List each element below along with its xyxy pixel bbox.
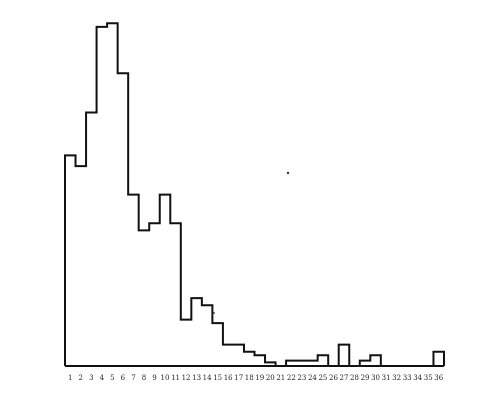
tick-label-36: 36 (434, 374, 443, 382)
bar-6 (118, 73, 129, 366)
tick-label-23: 23 (297, 374, 306, 382)
tick-label-34: 34 (413, 374, 422, 382)
bar-7 (128, 195, 139, 366)
tick-label-31: 31 (382, 374, 391, 382)
tick-label-28: 28 (350, 374, 359, 382)
tick-label-25: 25 (318, 374, 327, 382)
tick-label-6: 6 (121, 374, 126, 382)
tick-label-27: 27 (340, 374, 349, 382)
bar-18 (244, 352, 255, 366)
bar-9 (149, 223, 160, 366)
tick-label-11: 11 (171, 374, 180, 382)
tick-label-14: 14 (203, 374, 212, 382)
bar-25 (318, 355, 329, 366)
tick-label-33: 33 (403, 374, 412, 382)
bar-30 (370, 355, 381, 366)
x-axis-tick-labels: 1 2 3 4 5 6 7 8 9 10 11 12 13 14 15 16 17 18 19 20 21 22 23 24 2… (68, 374, 444, 382)
bar-17 (233, 345, 244, 366)
tick-label-7: 7 (131, 374, 135, 382)
tick-label-15: 15 (213, 374, 222, 382)
paper-speck (286, 171, 290, 175)
bar-14 (202, 305, 213, 366)
bar-3 (86, 113, 97, 366)
bar-16 (223, 345, 234, 366)
tick-label-3: 3 (89, 374, 93, 382)
bar-4 (97, 27, 108, 366)
bar-10 (160, 195, 171, 366)
tick-label-26: 26 (329, 374, 338, 382)
tick-label-1: 1 (68, 374, 72, 382)
tick-label-16: 16 (224, 374, 233, 382)
tick-label-2: 2 (79, 374, 83, 382)
tick-label-22: 22 (287, 374, 296, 382)
bar-15 (212, 323, 223, 366)
tick-label-12: 12 (182, 374, 191, 382)
paper-speck (213, 312, 215, 314)
bar-27 (339, 345, 350, 366)
bar-8 (139, 230, 150, 366)
tick-label-17: 17 (234, 374, 243, 382)
bar-5 (107, 23, 118, 366)
tick-label-5: 5 (110, 374, 114, 382)
tick-label-29: 29 (361, 374, 370, 382)
bar-2 (76, 166, 87, 366)
tick-label-21: 21 (276, 374, 285, 382)
tick-label-30: 30 (371, 374, 380, 382)
bar-13 (191, 298, 202, 366)
tick-label-18: 18 (245, 374, 254, 382)
bar-12 (181, 320, 192, 366)
bar-19 (255, 355, 266, 366)
bar-11 (170, 223, 181, 366)
histogram-outline (64, 22, 445, 367)
bar-1 (65, 155, 76, 366)
tick-label-19: 19 (255, 374, 264, 382)
tick-label-4: 4 (100, 374, 105, 382)
tick-label-10: 10 (161, 374, 170, 382)
histogram-bars (65, 23, 444, 366)
tick-label-32: 32 (392, 374, 401, 382)
tick-label-35: 35 (424, 374, 433, 382)
tick-label-13: 13 (192, 374, 201, 382)
tick-label-20: 20 (266, 374, 275, 382)
bar-36 (433, 352, 444, 366)
tick-label-9: 9 (152, 374, 156, 382)
tick-label-24: 24 (308, 374, 317, 382)
tick-label-8: 8 (142, 374, 146, 382)
